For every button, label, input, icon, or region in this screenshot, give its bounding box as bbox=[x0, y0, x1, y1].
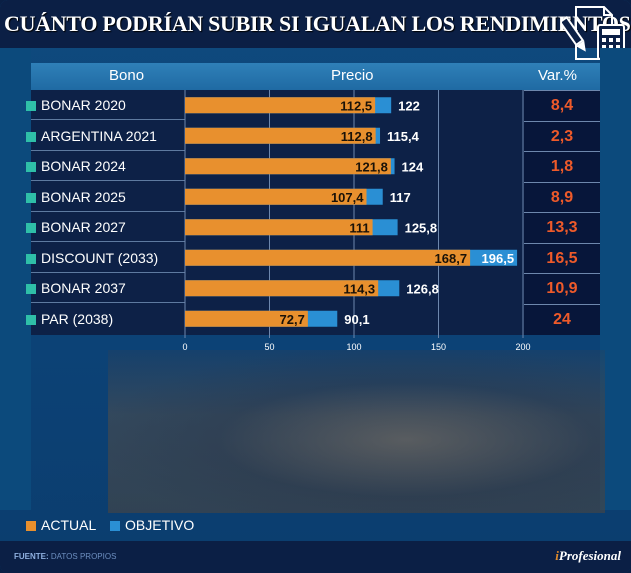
bar-label-actual: 112,5 bbox=[340, 98, 372, 113]
table-header: Bono Precio Var.% bbox=[31, 63, 600, 90]
bar-label-objetivo: 125,8 bbox=[405, 220, 438, 235]
source-note: FUENTE: DATOS PROPIOS bbox=[14, 552, 116, 561]
bono-row: BONAR 2027 bbox=[26, 212, 185, 242]
bono-label: BONAR 2025 bbox=[41, 188, 126, 205]
brand-logo-text: Profesional bbox=[558, 548, 621, 563]
var-value: 13,3 bbox=[546, 219, 578, 236]
var-row: 24 bbox=[524, 303, 600, 334]
bar-label-objetivo: 124 bbox=[402, 159, 424, 174]
left-side-strip bbox=[0, 48, 31, 510]
var-value: 24 bbox=[553, 310, 571, 328]
var-row: 16,5 bbox=[524, 242, 600, 273]
var-row: 2,3 bbox=[524, 120, 600, 151]
bar-actual bbox=[185, 97, 376, 114]
page-title: CUÁNTO PODRÍAN SUBIR SI IGUALAN LOS REND… bbox=[4, 11, 631, 36]
source-value: DATOS PROPIOS bbox=[50, 552, 117, 561]
bono-column: BONAR 2020 ARGENTINA 2021 BONAR 2024 BONAR … bbox=[26, 90, 185, 335]
bar-label-objetivo: 90,1 bbox=[344, 312, 369, 327]
legend-item-objetivo: OBJETIVO bbox=[110, 517, 194, 533]
brand-logo: iProfesional bbox=[555, 548, 621, 564]
bono-label: ARGENTINA 2021 bbox=[41, 127, 157, 144]
right-side-strip bbox=[600, 48, 631, 510]
bullet-icon bbox=[26, 162, 36, 172]
bar-label-objetivo: 126,8 bbox=[406, 281, 439, 296]
bar-label-actual: 72,7 bbox=[280, 312, 305, 327]
x-tick-label: 100 bbox=[346, 342, 361, 352]
bar-actual bbox=[185, 249, 471, 266]
bono-row: PAR (2038) bbox=[26, 304, 185, 334]
var-value: 1,8 bbox=[550, 158, 574, 175]
var-value: 16,5 bbox=[546, 249, 578, 267]
brand-logo-i: i bbox=[555, 548, 559, 563]
bar-label-actual: 114,3 bbox=[343, 281, 375, 296]
header-precio: Precio bbox=[331, 67, 374, 84]
bar-label-actual: 168,7 bbox=[435, 251, 468, 266]
bar-label-objetivo: 117 bbox=[390, 190, 411, 205]
legend-swatch-objetivo bbox=[110, 521, 120, 531]
bono-row: BONAR 2024 bbox=[26, 151, 185, 181]
var-row: 8,9 bbox=[524, 181, 600, 212]
bar-label-actual: 121,8 bbox=[355, 159, 388, 174]
var-column: 8,4 2,3 1,8 8,9 13,3 16,5 10,9 24 bbox=[524, 90, 600, 335]
bullet-icon bbox=[26, 314, 36, 325]
var-row: 10,9 bbox=[524, 273, 600, 303]
bono-label: BONAR 2020 bbox=[41, 97, 126, 113]
bar-actual bbox=[185, 219, 373, 236]
x-tick-label: 50 bbox=[264, 342, 274, 352]
bar-label-objetivo: 115,4 bbox=[387, 129, 420, 144]
bono-row: BONAR 2020 bbox=[26, 90, 185, 120]
bullet-icon bbox=[26, 131, 36, 142]
bullet-icon bbox=[26, 223, 36, 233]
bono-label: BONAR 2024 bbox=[41, 158, 126, 174]
bono-label: DISCOUNT (2033) bbox=[41, 249, 159, 266]
var-row: 1,8 bbox=[524, 151, 600, 181]
bar-label-objetivo: 196,5 bbox=[482, 251, 515, 266]
x-tick-label: 150 bbox=[431, 342, 446, 352]
var-value: 10,9 bbox=[546, 280, 578, 297]
bono-label: PAR (2038) bbox=[41, 310, 114, 327]
var-row: 8,4 bbox=[524, 90, 600, 120]
bono-label: BONAR 2037 bbox=[41, 280, 126, 296]
bullet-icon bbox=[26, 192, 36, 203]
header-var: Var.% bbox=[538, 67, 577, 84]
x-tick-label: 0 bbox=[182, 342, 187, 352]
bono-row: BONAR 2025 bbox=[26, 182, 185, 212]
footer: FUENTE: DATOS PROPIOS iProfesional bbox=[0, 541, 631, 573]
bono-row: ARGENTINA 2021 bbox=[26, 121, 185, 151]
source-label: FUENTE: bbox=[14, 552, 49, 561]
bullet-icon bbox=[26, 101, 36, 111]
bar-actual bbox=[185, 280, 379, 297]
var-row: 13,3 bbox=[524, 212, 600, 242]
var-value: 2,3 bbox=[550, 127, 574, 145]
bar-label-actual: 111 bbox=[349, 220, 369, 235]
title-bar: CUÁNTO PODRÍAN SUBIR SI IGUALAN LOS REND… bbox=[0, 0, 631, 48]
bar-label-actual: 107,4 bbox=[331, 190, 364, 205]
bar-actual bbox=[185, 310, 308, 327]
bullet-icon bbox=[26, 284, 36, 294]
bar-actual bbox=[185, 127, 376, 144]
stock-exchange-trading-floor-photo bbox=[108, 350, 605, 513]
legend-item-actual: ACTUAL bbox=[26, 517, 96, 533]
bar-actual bbox=[185, 188, 367, 205]
bullet-icon bbox=[26, 253, 36, 264]
legend-swatch-actual bbox=[26, 521, 36, 531]
header-bono: Bono bbox=[109, 67, 145, 84]
bar-label-objetivo: 122 bbox=[398, 98, 420, 113]
legend-label-actual: ACTUAL bbox=[41, 517, 97, 533]
bono-row: BONAR 2037 bbox=[26, 273, 185, 303]
bono-row: DISCOUNT (2033) bbox=[26, 243, 185, 273]
var-value: 8,9 bbox=[550, 188, 574, 206]
bar-actual bbox=[185, 158, 391, 175]
x-tick-label: 200 bbox=[515, 342, 530, 352]
var-value: 8,4 bbox=[550, 97, 574, 114]
legend-label-objetivo: OBJETIVO bbox=[125, 517, 195, 533]
bono-label: BONAR 2027 bbox=[41, 219, 126, 235]
bar-label-actual: 112,8 bbox=[341, 129, 373, 144]
